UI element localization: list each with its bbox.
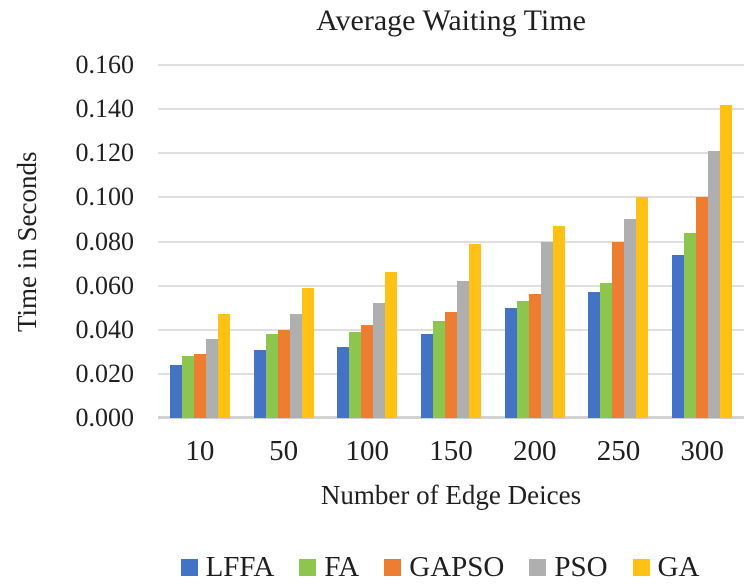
y-tick-label: 0.000 <box>75 403 135 432</box>
bar-group-100 <box>325 65 409 418</box>
bar-pso-150 <box>457 281 470 418</box>
bar-gapso-100 <box>361 325 374 418</box>
bar-gapso-300 <box>696 197 709 418</box>
x-tick-label: 10 <box>185 435 215 467</box>
y-tick-label: 0.060 <box>75 270 135 300</box>
bar-gapso-150 <box>445 312 458 418</box>
y-tick-label: 0.080 <box>75 226 135 256</box>
legend-swatch-icon <box>299 558 317 576</box>
bar-fa-10 <box>181 356 194 418</box>
bar-groups <box>158 65 744 418</box>
gridline <box>158 152 744 155</box>
bar-pso-50 <box>289 314 302 418</box>
legend-label: PSO <box>554 551 608 583</box>
bar-pso-200 <box>540 241 553 418</box>
legend-label: LFFA <box>205 551 275 583</box>
bar-ga-100 <box>385 272 398 418</box>
bar-pso-10 <box>205 338 218 418</box>
bar-gapso-200 <box>528 294 541 418</box>
x-axis-labels: 10 50 100 150 200 250 300 <box>158 433 744 469</box>
legend-label: GAPSO <box>409 551 505 583</box>
legend-item-gapso: GAPSO <box>384 549 504 585</box>
legend-item-pso: PSO <box>529 549 608 585</box>
bar-lffa-100 <box>337 347 350 418</box>
gridline <box>158 196 744 199</box>
legend-label: GA <box>657 551 700 583</box>
bar-lffa-200 <box>504 307 517 418</box>
bar-lffa-300 <box>672 254 685 418</box>
bar-group-250 <box>577 65 661 418</box>
x-tick-label: 200 <box>512 435 557 467</box>
bar-fa-50 <box>265 334 278 418</box>
legend-item-ga: GA <box>632 549 700 585</box>
y-tick-label: 0.100 <box>75 182 135 212</box>
bar-pso-250 <box>624 219 637 418</box>
x-tick-label: 250 <box>596 435 641 467</box>
y-tick-label: 0.120 <box>75 138 135 168</box>
bar-group-150 <box>409 65 493 418</box>
x-tick-label: 50 <box>269 435 299 467</box>
bar-gapso-10 <box>193 354 206 418</box>
legend-swatch-icon <box>180 558 198 576</box>
bar-fa-300 <box>684 232 697 418</box>
y-tick-label: 0.160 <box>75 50 135 79</box>
y-tick-label: 0.040 <box>75 314 135 344</box>
legend-label: FA <box>324 551 360 583</box>
gridline <box>158 284 744 287</box>
x-axis-title: Number of Edge Deices <box>320 480 582 510</box>
bar-fa-200 <box>516 301 529 418</box>
bar-ga-200 <box>552 226 565 418</box>
bar-ga-10 <box>217 314 230 418</box>
bar-fa-250 <box>600 283 613 418</box>
bar-group-300 <box>660 65 744 418</box>
y-tick-label: 0.020 <box>75 358 135 388</box>
y-tick-label: 0.140 <box>75 94 135 124</box>
x-tick-label: 300 <box>680 435 724 467</box>
y-axis-labels: 0.000 0.020 0.040 0.060 0.080 0.100 0.120 0.140… <box>0 50 142 432</box>
bar-group-200 <box>493 65 577 418</box>
legend-swatch-icon <box>529 558 547 576</box>
bar-pso-300 <box>708 151 721 418</box>
bar-gapso-50 <box>277 329 290 418</box>
gridline <box>158 240 744 243</box>
legend-item-lffa: LFFA <box>180 549 275 585</box>
x-tick-label: 100 <box>345 435 390 467</box>
chart-title: Average Waiting Time <box>316 4 586 37</box>
bar-lffa-10 <box>169 365 182 418</box>
bar-lffa-150 <box>421 334 434 418</box>
x-tick-label: 150 <box>429 435 473 467</box>
bar-group-10 <box>158 65 242 418</box>
bar-lffa-50 <box>253 349 266 418</box>
legend-item-fa: FA <box>299 549 359 585</box>
bar-pso-100 <box>373 303 386 418</box>
bar-group-50 <box>242 65 326 418</box>
bar-fa-100 <box>349 331 362 418</box>
bar-ga-150 <box>469 243 482 418</box>
legend: LFFA FA GAPSO PSO GA <box>130 549 750 585</box>
bar-fa-150 <box>433 320 446 418</box>
bar-ga-50 <box>301 287 314 418</box>
gridline <box>158 64 744 66</box>
bar-ga-250 <box>636 197 649 418</box>
bar-ga-300 <box>720 104 733 418</box>
plot-area <box>158 64 744 419</box>
gridline <box>158 108 744 111</box>
legend-swatch-icon <box>632 558 650 576</box>
bar-gapso-250 <box>612 241 625 418</box>
legend-swatch-icon <box>384 558 402 576</box>
bar-lffa-250 <box>588 292 601 418</box>
